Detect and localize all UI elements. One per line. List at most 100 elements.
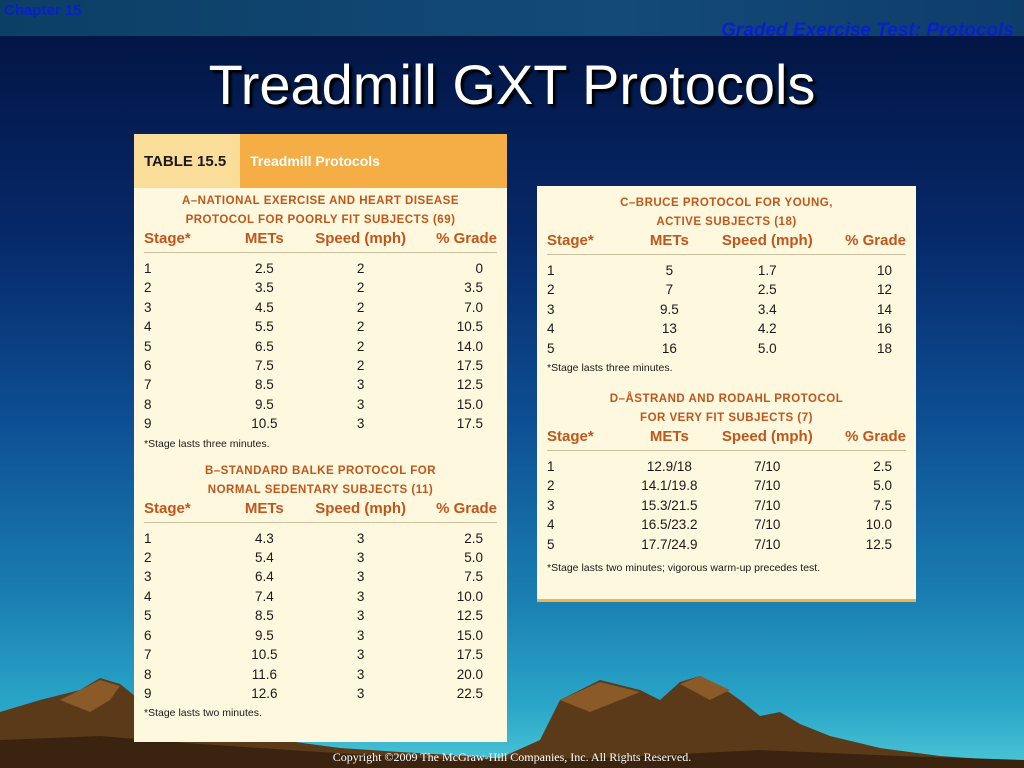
table-row: 4 16.5/23.2 7/10 10.0 [547, 515, 906, 534]
speed-cell: 3.4 [757, 301, 777, 317]
speed-cell: 3 [356, 550, 365, 566]
speed-cell: 3 [356, 666, 365, 682]
speed-cell: 3 [356, 588, 365, 604]
protocol-b-section: B–STANDARD BALKE PROTOCOL FOR NORMAL SED… [134, 462, 507, 726]
stage-cell: 8 [144, 666, 152, 682]
mets-cell: 11.6 [251, 666, 277, 682]
table-row: 1 5 1.7 10 [547, 261, 906, 280]
speed-cell: 3 [356, 647, 365, 663]
stage-cell: 3 [144, 299, 152, 315]
table-left-panel: TABLE 15.5 Treadmill Protocols A–NATIONA… [134, 134, 507, 742]
table-row: 3 4.5 2 7.0 [144, 298, 497, 317]
stage-cell: 5 [547, 536, 555, 552]
mets-cell: 10.5 [251, 416, 278, 432]
stage-cell: 1 [547, 263, 555, 278]
mets-cell: 5.4 [254, 550, 274, 566]
table-row: 6 7.5 2 17.5 [144, 356, 497, 375]
mets-cell: 9.5 [659, 301, 679, 317]
table-row: 5 17.7/24.9 7/10 12.5 [547, 535, 906, 554]
speed-cell: 7/10 [754, 517, 781, 533]
table-row: 5 6.5 2 14.0 [144, 337, 497, 356]
mets-cell: 15.3/21.5 [641, 497, 698, 513]
grade-cell: 7.5 [873, 497, 892, 513]
speed-cell: 5.0 [757, 340, 777, 356]
table-number: TABLE 15.5 [134, 134, 240, 188]
speed-cell: 2.5 [757, 282, 777, 298]
mets-cell: 5.5 [254, 319, 274, 335]
speed-cell: 7/10 [754, 497, 781, 513]
speed-cell: 3 [356, 569, 365, 585]
mets-cell: 16 [661, 340, 677, 356]
protocol-a-rows: 1 2.5 2 0 2 3.5 2 3.5 3 4.5 2 7.0 4 5.5 2 10.5 5 6.5 2 14.0… [144, 259, 497, 434]
stage-cell: 2 [547, 282, 555, 298]
speed-cell: 3 [356, 627, 365, 643]
grade-cell: 14 [876, 301, 892, 317]
mets-cell: 16.5/23.2 [641, 517, 698, 533]
grade-cell: 17.5 [456, 416, 483, 432]
mets-cell: 12.9/18 [646, 459, 692, 475]
table-row: 4 5.5 2 10.5 [144, 317, 497, 336]
table-row: 7 10.5 3 17.5 [144, 645, 497, 664]
speed-cell: 2 [356, 299, 365, 315]
stage-cell: 9 [144, 685, 152, 701]
stage-cell: 7 [144, 647, 152, 663]
grade-cell: 15.0 [456, 627, 483, 643]
protocol-c-note: *Stage lasts three minutes. [547, 362, 673, 375]
speed-cell: 2 [356, 280, 365, 296]
table-row: 9 10.5 3 17.5 [144, 414, 497, 433]
mets-cell: 7 [665, 282, 674, 298]
stage-cell: 5 [144, 338, 152, 354]
protocol-c-section: C–BRUCE PROTOCOL FOR YOUNG, ACTIVE SUBJE… [537, 194, 916, 380]
slide-title: Treadmill GXT Protocols [208, 53, 816, 116]
table-row: 1 12.9/18 7/10 2.5 [547, 457, 906, 476]
grade-cell: 12.5 [456, 608, 483, 624]
stage-cell: 9 [144, 416, 152, 432]
column-headers: Stage* METs Speed (mph)% Grade [144, 230, 497, 253]
table-header: TABLE 15.5 Treadmill Protocols [134, 134, 507, 188]
table-row: 1 4.3 3 2.5 [144, 529, 497, 548]
stage-cell: 3 [547, 497, 555, 513]
table-row: 3 9.5 3.4 14 [547, 300, 906, 319]
grade-cell: 18 [876, 340, 892, 356]
grade-cell: 5.0 [873, 478, 892, 494]
grade-cell: 12.5 [456, 377, 483, 393]
stage-cell: 2 [144, 550, 152, 566]
table-row: 2 3.5 2 3.5 [144, 278, 497, 297]
protocol-a-title: A–NATIONAL EXERCISE AND HEART DISEASE PR… [181, 195, 460, 226]
protocol-b-note: *Stage lasts two minutes. [144, 707, 262, 720]
chapter-label: Chapter 15 [4, 2, 82, 19]
protocol-c-title: C–BRUCE PROTOCOL FOR YOUNG, ACTIVE SUBJE… [620, 197, 833, 228]
grade-cell: 10.0 [865, 517, 892, 533]
stage-cell: 3 [144, 569, 152, 585]
protocol-d-note: *Stage lasts two minutes; vigorous warm-… [547, 562, 821, 575]
table-row: 9 12.6 3 22.5 [144, 684, 497, 703]
stage-cell: 5 [144, 608, 152, 624]
speed-cell: 4.2 [757, 321, 777, 337]
table-row: 2 7 2.5 12 [547, 280, 906, 299]
speed-cell: 7/10 [754, 459, 781, 475]
mets-cell: 17.7/24.9 [641, 536, 698, 552]
speed-cell: 3 [356, 416, 365, 432]
speed-cell: 2 [356, 358, 365, 374]
speed-cell: 3 [356, 530, 365, 546]
mets-cell: 7.5 [254, 358, 274, 374]
grade-cell: 10.0 [456, 588, 483, 604]
grade-cell: 12 [876, 282, 892, 298]
stage-cell: 1 [144, 530, 152, 546]
protocol-a-section: A–NATIONAL EXERCISE AND HEART DISEASE PR… [134, 192, 507, 456]
grade-cell: 17.5 [456, 358, 483, 374]
protocol-d-rows: 1 12.9/18 7/10 2.5 2 14.1/19.8 7/10 5.0 3 15.3/21… [547, 457, 906, 554]
table-row: 1 2.5 2 0 [144, 259, 497, 278]
stage-cell: 1 [547, 459, 555, 475]
grade-cell: 3.5 [464, 280, 483, 296]
grade-cell: 2.5 [464, 530, 483, 546]
table-caption: Treadmill Protocols [240, 134, 507, 188]
grade-cell: 10 [876, 263, 892, 278]
table-row: 5 16 5.0 18 [547, 339, 906, 358]
table-row: 8 9.5 3 15.0 [144, 395, 497, 414]
mets-cell: 5 [665, 263, 674, 278]
protocol-a-note: *Stage lasts three minutes. [144, 437, 270, 450]
mets-cell: 6.4 [254, 569, 274, 585]
grade-cell: 2.5 [873, 459, 892, 475]
